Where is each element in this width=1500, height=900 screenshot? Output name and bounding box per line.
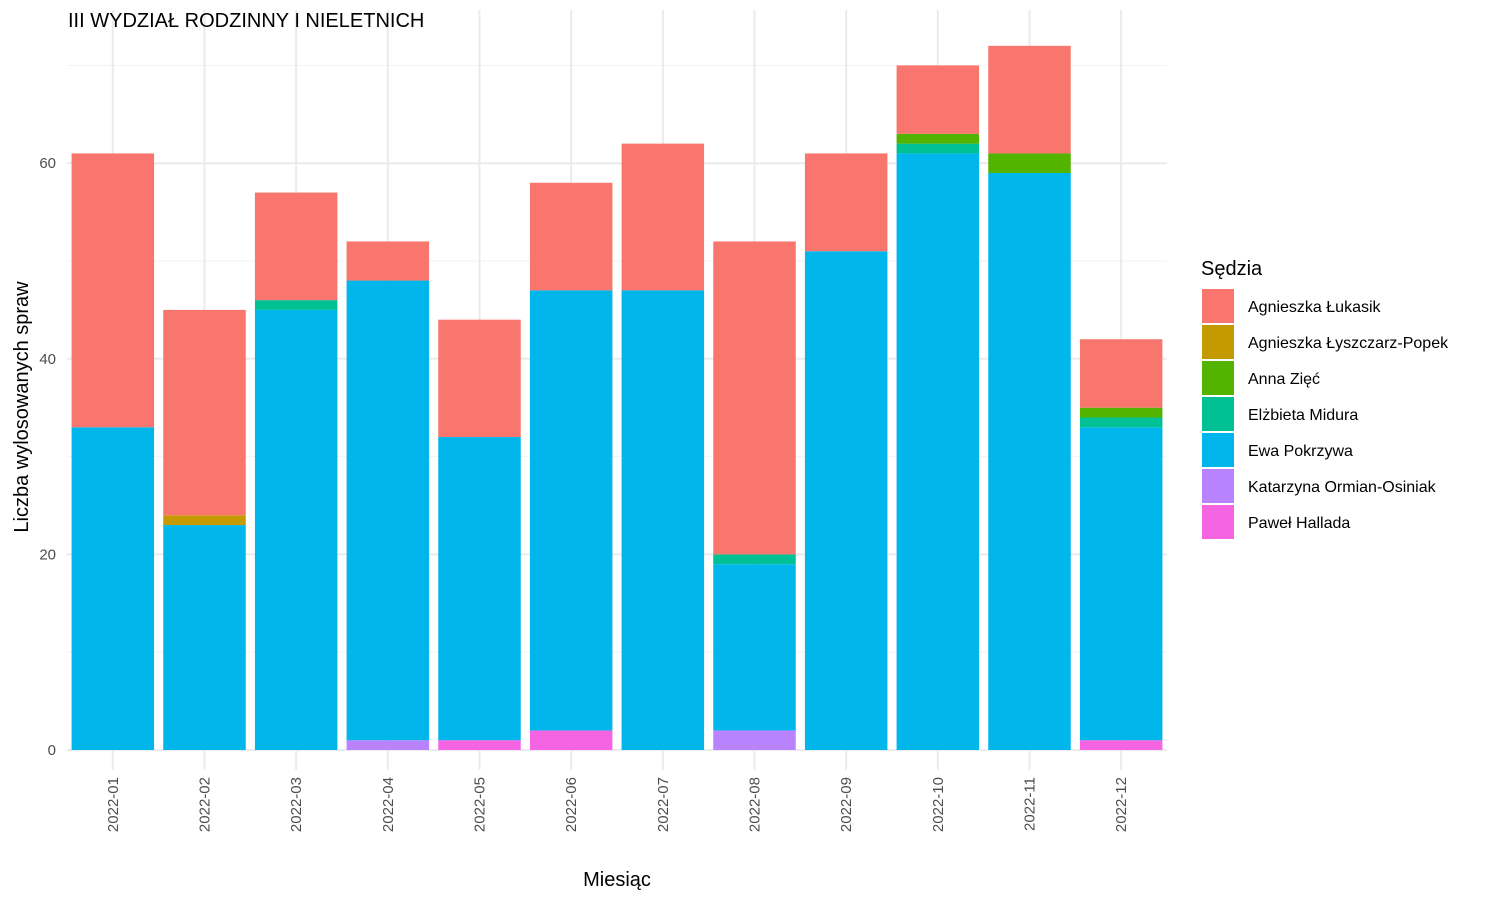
bar-segment [254, 192, 338, 301]
bar-segment [621, 290, 705, 750]
bar-segment [988, 153, 1071, 173]
bar-segment [163, 525, 246, 750]
bar-segment [896, 65, 980, 134]
legend-swatch [1202, 505, 1234, 539]
x-tick-label: 2022-08 [747, 777, 764, 832]
legend-swatch [1202, 469, 1234, 503]
legend-label: Anna Zięć [1248, 371, 1320, 388]
x-axis-title: Miesiąc [583, 869, 651, 891]
legend-swatch [1202, 433, 1234, 467]
bar-segment [713, 564, 796, 731]
x-tick-label: 2022-11 [1022, 777, 1039, 831]
legend: Sędzia Agnieszka Łukasik Agnieszka Łyszcz… [1201, 258, 1449, 539]
bar-segment [71, 153, 155, 428]
legend-label: Katarzyna Ormian-Osiniak [1248, 479, 1437, 496]
bar-segment [1079, 740, 1163, 750]
bar-segment [71, 427, 155, 750]
x-tick-label: 2022-06 [563, 777, 580, 832]
bar-segment [438, 740, 521, 750]
chart-title: III WYDZIAŁ RODZINNY I NIELETNICH [68, 10, 424, 32]
bar-segment [1079, 417, 1163, 428]
x-tick-label: 2022-09 [838, 777, 855, 832]
bar-segment [529, 290, 613, 731]
bar-segment [988, 172, 1071, 751]
x-tick-label: 2022-05 [472, 777, 489, 832]
bar-segment [529, 730, 613, 750]
bar-segment [1079, 407, 1163, 418]
bar-segment [254, 300, 338, 310]
bars-layer [71, 45, 1163, 751]
bar-segment [713, 730, 796, 750]
y-axis-title: Liczba wylosowanych spraw [11, 281, 33, 533]
legend-swatch [1202, 325, 1234, 359]
legend-swatch [1202, 361, 1234, 395]
x-tick-label: 2022-04 [380, 777, 397, 832]
legend-items: Agnieszka Łukasik Agnieszka Łyszczarz-Pop… [1202, 289, 1449, 539]
bar-segment [346, 241, 430, 281]
x-tick-label: 2022-07 [655, 777, 672, 832]
y-tick-label: 20 [39, 546, 56, 563]
bar-segment [438, 319, 521, 438]
bar-segment [529, 182, 613, 291]
bar-segment [346, 740, 430, 750]
bar-segment [988, 45, 1071, 154]
x-tick-label: 2022-02 [197, 777, 214, 832]
bar-segment [713, 241, 796, 555]
x-tick-label: 2022-03 [288, 777, 305, 832]
bar-segment [346, 280, 430, 741]
bar-segment [896, 143, 980, 154]
bar-segment [896, 153, 980, 751]
bar-segment [804, 153, 888, 252]
legend-swatch [1202, 289, 1234, 323]
legend-label: Agnieszka Łyszczarz-Popek [1248, 335, 1449, 352]
legend-swatch [1202, 397, 1234, 431]
legend-label: Paweł Hallada [1248, 515, 1350, 532]
y-tick-label: 0 [48, 742, 56, 759]
bar-segment [254, 309, 338, 750]
x-axis-ticks: 2022-01 2022-02 2022-03 2022-04 2022-05 2022-… [105, 777, 1130, 832]
x-tick-label: 2022-12 [1113, 777, 1130, 832]
legend-label: Agnieszka Łukasik [1248, 299, 1382, 316]
bar-segment [1079, 339, 1163, 408]
y-tick-label: 60 [39, 155, 56, 172]
bar-segment [804, 251, 888, 750]
x-tick-label: 2022-01 [105, 777, 122, 832]
bar-segment [896, 133, 980, 144]
bar-segment [713, 554, 796, 565]
bar-segment [438, 437, 521, 741]
y-axis-ticks: 0 20 40 60 [39, 155, 56, 759]
bar-segment [163, 309, 246, 516]
x-tick-label: 2022-10 [930, 777, 947, 832]
legend-label: Ewa Pokrzywa [1248, 443, 1353, 460]
legend-label: Elżbieta Midura [1248, 407, 1358, 424]
bar-segment [621, 143, 705, 291]
bar-segment [163, 515, 246, 526]
legend-title: Sędzia [1201, 258, 1263, 280]
bar-segment [1079, 427, 1163, 741]
y-tick-label: 40 [39, 351, 56, 368]
